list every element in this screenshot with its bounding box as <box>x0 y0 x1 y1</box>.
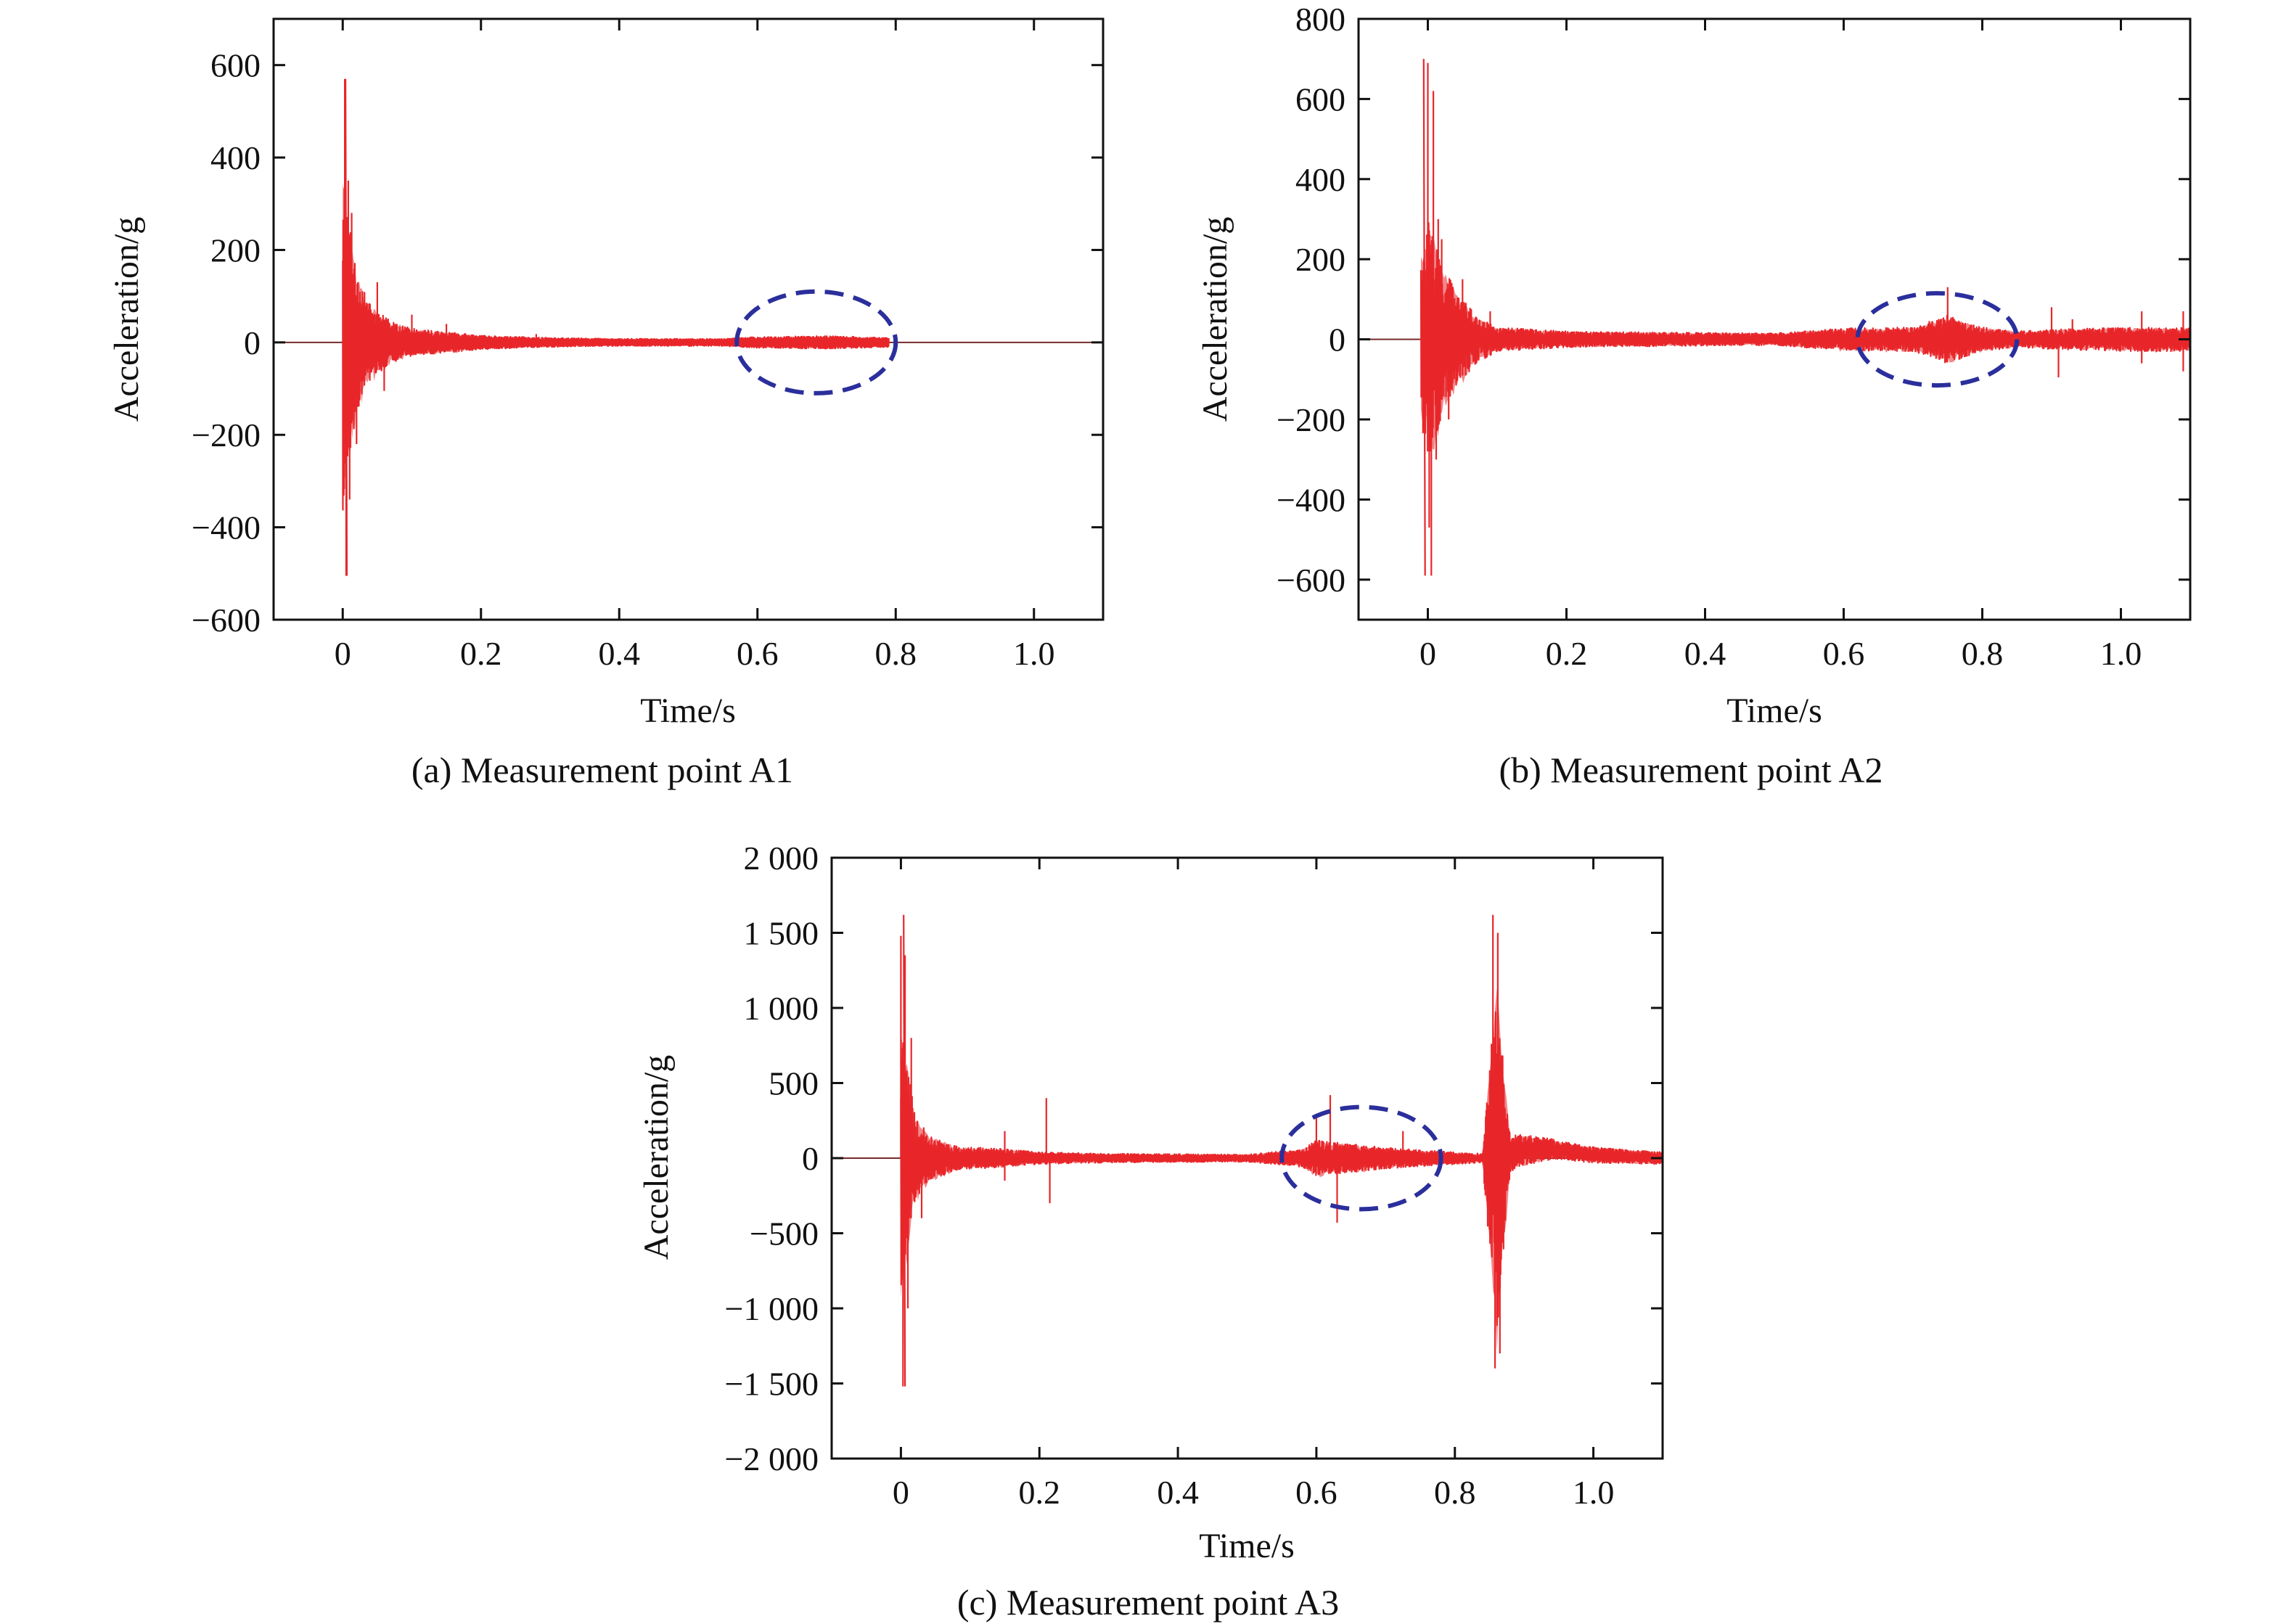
y-tick-label: 200 <box>1295 241 1345 278</box>
y-tick-label: 2 000 <box>744 840 819 877</box>
plot-marks <box>274 78 1103 576</box>
y-axis-ticks: −600 −400 −200 0 200 400 600 <box>192 47 1103 639</box>
y-axis-label: Acceleration/g <box>1196 217 1234 422</box>
y-tick-label: 600 <box>210 47 261 84</box>
y-axis-ticks: −600 −400 −200 0 200 400 600 800 <box>1277 1 2190 599</box>
y-tick-label: −600 <box>192 602 261 639</box>
x-tick-label: 0.4 <box>1684 635 1726 672</box>
chart-panel-a2: 0 0.2 0.4 0.6 0.8 1.0 −600 −400 −200 0 200 400 600 8… <box>1196 1 2192 790</box>
x-tick-label: 0.2 <box>1019 1474 1061 1511</box>
x-axis-ticks: 0 0.2 0.4 0.6 0.8 1.0 <box>1419 19 2142 672</box>
x-tick-label: 1.0 <box>2100 635 2142 672</box>
x-axis-ticks: 0 0.2 0.4 0.6 0.8 1.0 <box>893 858 1614 1511</box>
x-axis-label: Time/s <box>1199 1527 1295 1565</box>
x-tick-label: 0 <box>893 1474 909 1511</box>
x-tick-label: 0.4 <box>599 635 641 672</box>
chart-panel-a3: 0 0.2 0.4 0.6 0.8 1.0 −2 000 −1 500 −1 000 −500 0… <box>637 840 1664 1623</box>
x-tick-label: 0.6 <box>1823 635 1865 672</box>
signal-envelope <box>901 988 1663 1352</box>
plot-frame <box>1357 17 2192 621</box>
chart-panel-a1: 0 0.2 0.4 0.6 0.8 1.0 −600−400−2000200400600 … <box>107 17 1105 790</box>
annotation-ellipse <box>734 289 898 395</box>
x-tick-label: 0.6 <box>737 635 779 672</box>
plot-marks <box>1359 59 2192 576</box>
y-tick-label: 400 <box>210 139 261 176</box>
x-tick-label: 0.4 <box>1157 1474 1199 1511</box>
x-tick-label: 1.0 <box>1573 1474 1615 1511</box>
y-tick-label: 500 <box>769 1065 819 1102</box>
x-tick-label: 0.2 <box>460 635 502 672</box>
x-tick-label: 1.0 <box>1013 635 1055 672</box>
signal-trace <box>342 187 890 511</box>
x-tick-label: 0.8 <box>1962 635 2004 672</box>
caption-b: (b) Measurement point A2 <box>1499 750 1883 790</box>
caption-a: (a) Measurement point A1 <box>411 750 793 790</box>
plot-frame <box>272 17 1105 621</box>
y-tick-label: 0 <box>244 324 261 361</box>
x-tick-label: 0.6 <box>1295 1474 1337 1511</box>
signal-trace <box>1419 222 2192 452</box>
caption-c: (c) Measurement point A3 <box>957 1582 1339 1623</box>
y-tick-label: −2 000 <box>725 1440 819 1477</box>
y-tick-label: −400 <box>1277 481 1345 518</box>
y-tick-label: 0 <box>802 1140 819 1177</box>
y-tick-label: 400 <box>1295 161 1345 198</box>
y-tick-label: −1 500 <box>725 1366 819 1403</box>
x-axis-label: Time/s <box>1726 692 1822 730</box>
x-tick-label: 0.8 <box>875 635 917 672</box>
y-tick-label: −200 <box>192 417 261 454</box>
y-axis-label: Acceleration/g <box>637 1055 676 1260</box>
y-tick-label: 800 <box>1295 1 1345 38</box>
y-axis-label: Acceleration/g <box>107 217 146 422</box>
y-tick-label: 200 <box>210 231 261 268</box>
y-tick-label: −600 <box>1277 562 1345 599</box>
x-tick-label: 0 <box>335 635 351 672</box>
signal-trace <box>900 1011 1664 1326</box>
y-tick-label: 600 <box>1295 81 1345 118</box>
x-tick-label: 0.2 <box>1546 635 1588 672</box>
x-axis-ticks: 0 0.2 0.4 0.6 0.8 1.0 <box>335 19 1055 672</box>
x-tick-label: 0.8 <box>1434 1474 1476 1511</box>
y-tick-label: −200 <box>1277 401 1345 438</box>
x-axis-label: Time/s <box>640 692 736 730</box>
x-tick-label: 0 <box>1419 635 1436 672</box>
annotation-ellipse <box>1855 291 2020 388</box>
y-tick-label: −1 000 <box>725 1290 819 1327</box>
y-axis-ticks: −2 000 −1 500 −1 000 −500 0 500 1 000 1 500 2 00… <box>725 840 1663 1477</box>
y-tick-label: −400 <box>192 509 261 546</box>
y-tick-label: −500 <box>750 1215 819 1252</box>
y-tick-label: 1 000 <box>744 990 819 1027</box>
y-tick-label: 1 500 <box>744 915 819 952</box>
signal-peak <box>1422 59 1426 576</box>
signal-peak <box>345 78 348 576</box>
plot-marks <box>832 914 1664 1387</box>
signal-peak <box>903 914 906 1387</box>
annotation-ellipse <box>1279 1104 1443 1212</box>
y-tick-label: 0 <box>1329 321 1345 358</box>
